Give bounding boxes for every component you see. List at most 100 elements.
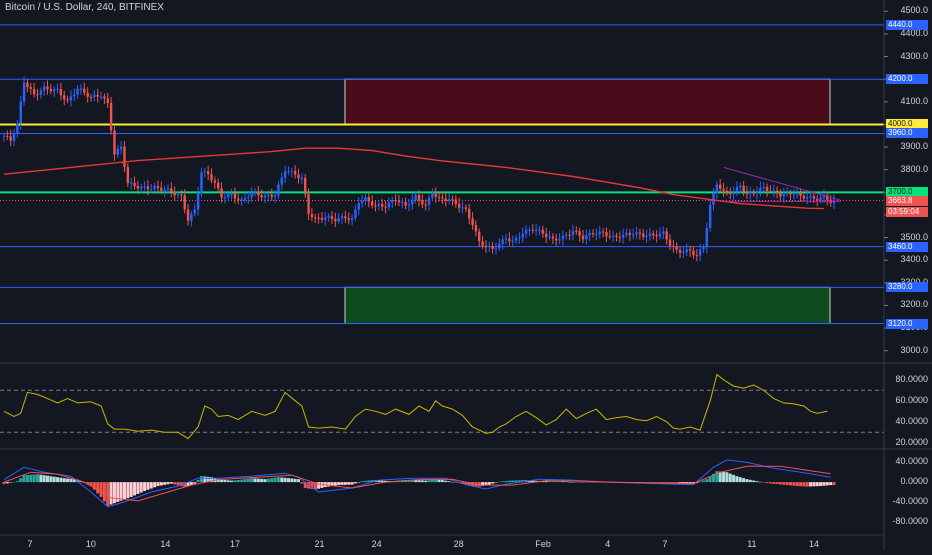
- candle-body: [36, 94, 39, 96]
- macd-histogram-bar: [594, 482, 598, 483]
- candle-body: [688, 249, 692, 251]
- macd-histogram-bar: [220, 479, 224, 483]
- macd-histogram-bar: [444, 480, 448, 483]
- candle-body: [739, 185, 742, 188]
- candle-body: [608, 236, 611, 238]
- candle-body: [802, 195, 806, 199]
- macd-histogram-bar: [477, 482, 481, 487]
- macd-histogram-bar: [280, 477, 284, 483]
- candle-body: [765, 186, 769, 191]
- supply-zone: [344, 78, 831, 125]
- candle-body: [725, 190, 729, 192]
- price-level-badge: 4440.0: [886, 19, 928, 30]
- macd-histogram-bar: [327, 482, 331, 487]
- macd-histogram-bar: [732, 474, 736, 483]
- price-tick-label: 3900.0: [900, 141, 928, 152]
- candle-body: [775, 190, 779, 194]
- candle-body: [812, 196, 816, 199]
- candle-body: [263, 195, 267, 198]
- candle-body: [374, 205, 377, 207]
- macd-histogram-bar: [173, 482, 177, 485]
- candle-body: [26, 82, 29, 88]
- candle-body: [652, 233, 655, 236]
- time-tick-label: 21: [314, 539, 325, 549]
- candle-body: [658, 233, 662, 237]
- macd-histogram-bar: [454, 482, 458, 483]
- candle-body: [156, 186, 160, 188]
- candle-body: [166, 188, 170, 190]
- candle-body: [401, 201, 404, 203]
- macd-histogram-bar: [775, 482, 779, 485]
- candle-body: [501, 239, 504, 244]
- candle-body: [675, 246, 678, 250]
- candle-body: [692, 250, 695, 256]
- candle-body: [136, 186, 140, 189]
- macd-histogram-bar: [738, 477, 742, 483]
- macd-histogram-bar: [12, 481, 16, 483]
- macd-histogram-bar: [246, 478, 250, 483]
- macd-histogram-bar: [353, 482, 357, 484]
- candle-body: [749, 191, 752, 194]
- candle-body: [642, 233, 645, 237]
- candle-body: [414, 195, 417, 200]
- price-tick-label: 3000.0: [900, 344, 928, 355]
- candle-body: [129, 182, 133, 184]
- macd-histogram-bar: [39, 474, 43, 483]
- macd-histogram-bar: [310, 482, 314, 490]
- price-tick-label: 3400.0: [900, 254, 928, 265]
- macd-histogram-bar: [189, 482, 193, 485]
- macd-histogram-bar: [59, 477, 63, 483]
- candle-body: [578, 231, 581, 236]
- macd-histogram-bar: [407, 479, 411, 483]
- candle-body: [267, 194, 270, 196]
- candle-body: [695, 255, 698, 257]
- candle-body: [601, 231, 605, 233]
- time-tick-label: 24: [371, 539, 382, 549]
- macd-histogram-bar: [698, 481, 702, 483]
- candle-body: [548, 236, 551, 238]
- candle-body: [441, 197, 444, 199]
- macd-histogram-bar: [276, 477, 280, 483]
- candle-body: [63, 95, 66, 100]
- macd-tick-label: -40.0000: [892, 495, 928, 506]
- candle-body: [598, 231, 601, 235]
- candle-body: [772, 190, 775, 192]
- macd-histogram-bar: [363, 480, 367, 483]
- candle-body: [595, 234, 598, 236]
- macd-histogram-bar: [119, 482, 123, 501]
- candle-body: [123, 146, 126, 167]
- macd-histogram-bar: [534, 480, 538, 483]
- macd-histogram-bar: [822, 482, 826, 486]
- candle-body: [163, 189, 166, 191]
- candle-body: [230, 193, 233, 195]
- price-level-badge: 3280.0: [886, 282, 928, 293]
- macd-histogram-bar: [722, 471, 726, 483]
- macd-histogram-bar: [350, 482, 354, 485]
- candle-body: [109, 102, 113, 131]
- price-level-badge: 4000.0: [886, 119, 928, 130]
- macd-histogram-bar: [313, 482, 317, 490]
- candle-body: [534, 229, 538, 231]
- candle-body: [541, 229, 545, 234]
- macd-histogram-bar: [186, 482, 190, 486]
- candle-body: [735, 187, 739, 193]
- macd-histogram-bar: [450, 481, 454, 483]
- rsi-tick-label: 20.0000: [895, 436, 928, 447]
- candle-body: [715, 184, 719, 194]
- macd-histogram-bar: [561, 481, 565, 483]
- macd-histogram-bar: [568, 481, 572, 483]
- candle-body: [186, 209, 190, 221]
- macd-histogram-bar: [748, 479, 752, 483]
- macd-histogram-bar: [574, 482, 578, 483]
- candle-body: [468, 208, 471, 219]
- macd-histogram-bar: [163, 482, 167, 485]
- price-level-badge: 3960.0: [886, 128, 928, 139]
- candle-body: [558, 239, 561, 241]
- time-tick-label: 11: [747, 539, 757, 549]
- candle-body: [300, 177, 304, 179]
- candle-body: [22, 82, 26, 102]
- candle-body: [6, 135, 9, 137]
- candle-body: [66, 99, 69, 101]
